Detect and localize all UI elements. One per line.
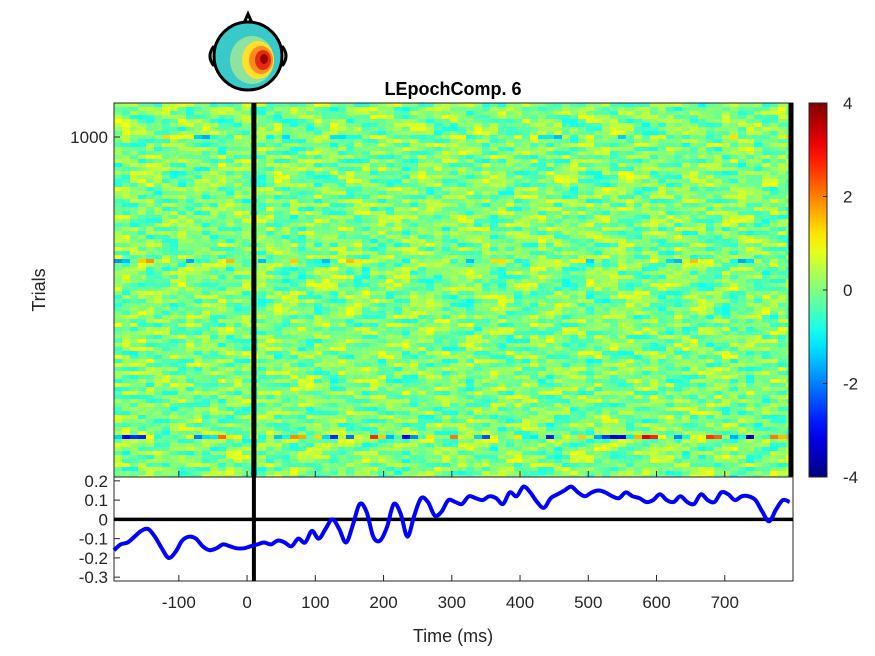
erp-frame — [113, 476, 794, 582]
erp-x-tick-label: 200 — [369, 593, 397, 612]
heatmap-y-tick-label: 1000 — [70, 128, 108, 147]
erp-y-tick-label: -0.3 — [79, 568, 108, 587]
erp-series-line — [112, 484, 791, 560]
erp-y-tick-label: -0.1 — [79, 530, 108, 549]
heatmap-cells — [114, 103, 793, 477]
erp-x-tick-label: 500 — [574, 593, 602, 612]
scalp-contour — [260, 54, 268, 64]
head-outline — [212, 20, 284, 92]
x-axis-label: Time (ms) — [413, 626, 493, 646]
colorbar: 4 2 0 -2 -4 — [808, 94, 858, 487]
erp-x-tick-label: 0 — [242, 593, 251, 612]
colorbar-tick-label: 0 — [843, 281, 852, 300]
erp-x-tick-label: 100 — [301, 593, 329, 612]
erp-x-tick-label: -100 — [162, 593, 196, 612]
erp-x-tick-label: 300 — [438, 593, 466, 612]
erp-y-tick-label: 0.1 — [84, 491, 108, 510]
colorbar-tick-label: 4 — [843, 94, 852, 113]
erp-line-plot: 0.20.10-0.1-0.2-0.3-100 0 100 200 300 400 500 6… — [79, 472, 794, 612]
erp-x-tick-label: 400 — [506, 593, 534, 612]
erp-y-tick-label: 0.2 — [84, 472, 108, 491]
erp-y-tick-label: -0.2 — [79, 549, 108, 568]
erp-y-tick-label: 0 — [99, 510, 108, 529]
erpimage-heatmap: 1000 — [70, 102, 794, 478]
chart-title: LEpochComp. 6 — [384, 79, 521, 99]
y-axis-label: Trials — [29, 268, 49, 311]
scalp-topography-map — [208, 10, 288, 92]
colorbar-tick-label: 2 — [843, 188, 852, 207]
erp-x-tick-label: 600 — [642, 593, 670, 612]
erp-x-tick-label: 700 — [711, 593, 739, 612]
colorbar-tick-label: -2 — [843, 375, 858, 394]
colorbar-tick-label: -4 — [843, 468, 858, 487]
